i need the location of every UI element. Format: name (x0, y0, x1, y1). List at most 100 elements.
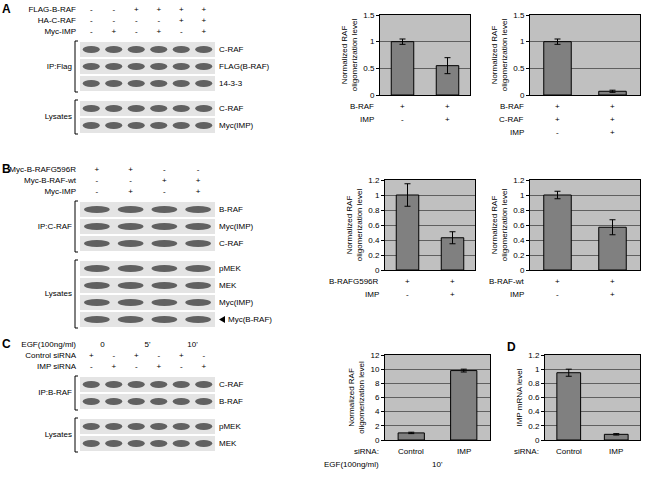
svg-text:IMP: IMP (365, 290, 379, 299)
svg-text:B-RAF: B-RAF (219, 397, 243, 406)
svg-text:+: + (610, 115, 615, 124)
svg-text:+: + (445, 115, 450, 124)
svg-text:0.4: 0.4 (528, 407, 540, 416)
svg-text:+: + (450, 290, 455, 299)
svg-text:+: + (128, 165, 133, 174)
svg-text:-: - (90, 5, 93, 14)
svg-text:-: - (112, 5, 115, 14)
svg-text:-: - (96, 187, 99, 196)
svg-text:Normalized RAFoligomerization: Normalized RAFoligomerization level (347, 361, 366, 434)
svg-text:B-RAF: B-RAF (219, 205, 243, 214)
svg-text:+: + (450, 277, 455, 286)
svg-text:+: + (196, 187, 201, 196)
svg-text:0: 0 (375, 436, 380, 445)
svg-text:C-RAF: C-RAF (499, 115, 524, 124)
svg-text:-: - (90, 362, 93, 371)
svg-text:1.2: 1.2 (528, 351, 540, 360)
svg-text:+: + (162, 176, 167, 185)
svg-text:1.5: 1.5 (363, 11, 375, 20)
svg-text:+: + (555, 277, 560, 286)
svg-text:+: + (156, 362, 161, 371)
svg-text:IMP: IMP (609, 447, 623, 456)
svg-text:0.6: 0.6 (513, 221, 525, 230)
svg-text:B-RAF-wt: B-RAF-wt (489, 277, 524, 286)
svg-text:+: + (196, 176, 201, 185)
svg-text:-: - (129, 176, 132, 185)
svg-text:Lysates: Lysates (45, 430, 72, 439)
svg-text:Normalized RAFoligomerization: Normalized RAFoligomerization level (345, 189, 364, 262)
svg-text:HA-C-RAF: HA-C-RAF (38, 16, 76, 25)
svg-text:FLAG-B-RAF: FLAG-B-RAF (28, 5, 76, 14)
svg-text:10': 10' (432, 460, 443, 469)
svg-text:+: + (156, 27, 161, 36)
svg-text:+: + (201, 362, 206, 371)
svg-text:Myc(IMP): Myc(IMP) (219, 121, 254, 130)
svg-text:0: 0 (370, 91, 375, 100)
svg-text:FLAG(B-RAF): FLAG(B-RAF) (219, 62, 270, 71)
svg-text:-: - (135, 27, 138, 36)
svg-text:C-RAF: C-RAF (219, 380, 244, 389)
svg-text:+: + (400, 102, 405, 111)
svg-text:B-RAFG596R: B-RAFG596R (329, 277, 379, 286)
svg-text:6: 6 (375, 393, 380, 402)
svg-text:Myc(IMP): Myc(IMP) (219, 222, 254, 231)
svg-text:10': 10' (187, 340, 198, 349)
svg-text:Myc(B-RAF): Myc(B-RAF) (228, 315, 272, 324)
svg-text:0: 0 (535, 436, 540, 445)
svg-text:Control: Control (556, 447, 582, 456)
svg-text:pMEK: pMEK (219, 422, 241, 431)
svg-text:A: A (2, 2, 11, 16)
svg-text:0.8: 0.8 (368, 206, 380, 215)
svg-text:12: 12 (370, 351, 379, 360)
svg-text:-: - (406, 290, 409, 299)
svg-text:-: - (112, 351, 115, 360)
svg-text:+: + (610, 290, 615, 299)
svg-text:-: - (556, 128, 559, 137)
svg-text:C: C (2, 337, 11, 351)
svg-text:siRNA:: siRNA: (514, 447, 539, 456)
svg-text:1: 1 (520, 191, 525, 200)
svg-text:+: + (89, 351, 94, 360)
svg-text:1: 1 (535, 365, 540, 374)
svg-text:Normalized RAFoligomerization: Normalized RAFoligomerization level (340, 19, 359, 92)
svg-text:+: + (156, 5, 161, 14)
svg-text:0.2: 0.2 (513, 251, 525, 260)
svg-text:-: - (112, 16, 115, 25)
svg-text:D: D (507, 340, 516, 354)
svg-text:+: + (179, 16, 184, 25)
svg-text:2: 2 (375, 422, 380, 431)
svg-text:IMP: IMP (510, 290, 524, 299)
svg-text:C-RAF: C-RAF (219, 239, 244, 248)
svg-text:MEK: MEK (219, 439, 237, 448)
svg-text:Control siRNA: Control siRNA (25, 351, 76, 360)
svg-text:Myc-B-RAFG596R: Myc-B-RAFG596R (9, 165, 76, 174)
svg-text:-: - (157, 351, 160, 360)
svg-text:+: + (405, 277, 410, 286)
svg-text:8: 8 (375, 379, 380, 388)
svg-text:0.5: 0.5 (513, 64, 525, 73)
svg-text:+: + (111, 362, 116, 371)
svg-text:0: 0 (520, 266, 525, 275)
svg-text:Myc-B-RAF-wt: Myc-B-RAF-wt (24, 176, 77, 185)
svg-text:-: - (180, 27, 183, 36)
svg-text:B-RAF: B-RAF (500, 102, 524, 111)
svg-text:Lysates: Lysates (45, 112, 72, 121)
svg-text:+: + (201, 5, 206, 14)
svg-text:0.2: 0.2 (528, 422, 540, 431)
svg-text:Myc(IMP): Myc(IMP) (219, 298, 254, 307)
svg-text:+: + (179, 351, 184, 360)
svg-text:-: - (401, 115, 404, 124)
svg-text:B-RAF: B-RAF (350, 102, 374, 111)
svg-text:0.6: 0.6 (528, 393, 540, 402)
svg-text:-: - (163, 165, 166, 174)
svg-text:IMP mRNA level: IMP mRNA level (515, 368, 524, 426)
svg-text:+: + (201, 27, 206, 36)
svg-text:1: 1 (375, 191, 380, 200)
svg-text:EGF(100ng/ml): EGF(100ng/ml) (324, 460, 379, 469)
svg-text:IMP: IMP (510, 128, 524, 137)
svg-text:0.8: 0.8 (513, 206, 525, 215)
svg-text:-: - (556, 290, 559, 299)
svg-text:5': 5' (145, 340, 151, 349)
svg-text:14-3-3: 14-3-3 (219, 79, 243, 88)
svg-text:4: 4 (375, 407, 380, 416)
